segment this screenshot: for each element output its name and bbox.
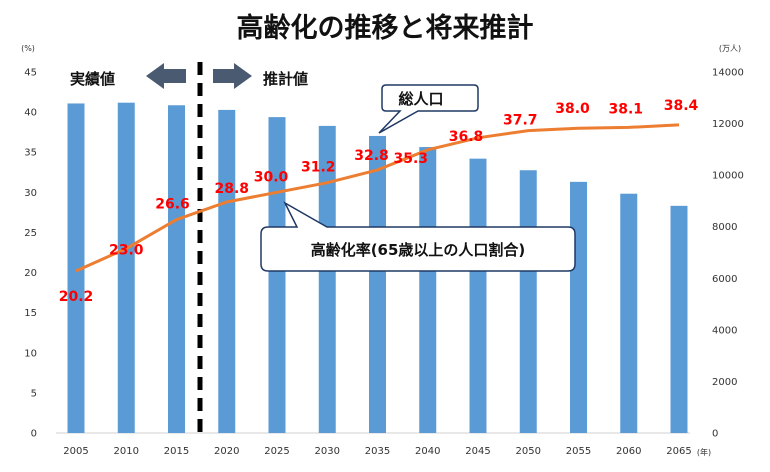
right-axis-tick-label: 0 — [712, 429, 718, 440]
arrow-right-icon — [213, 63, 252, 89]
population-bar — [67, 103, 85, 434]
right-axis-tick-label: 12000 — [712, 119, 744, 130]
population-bar — [519, 170, 537, 433]
right-axis-tick-label: 2000 — [712, 377, 737, 388]
population-bar — [218, 109, 236, 433]
right-axis: 0 2000 4000 6000 8000 10000 12000 14000 — [712, 68, 744, 440]
x-axis-tick-label: 2060 — [616, 446, 641, 457]
left-axis-tick-label: 20 — [24, 268, 37, 279]
left-axis-tick-label: 30 — [24, 188, 37, 199]
right-axis-tick-label: 4000 — [712, 325, 737, 336]
population-bar — [268, 117, 286, 433]
left-axis-tick-label: 15 — [24, 308, 37, 319]
left-axis-tick-label: 40 — [24, 108, 37, 119]
population-bar — [670, 205, 688, 433]
left-axis-tick-label: 10 — [24, 348, 37, 359]
aging-rate-data-label: 30.0 — [254, 169, 289, 185]
x-axis-tick-label: 2040 — [415, 446, 440, 457]
population-bar — [117, 102, 135, 433]
actual-phase-label: 実績値 — [70, 70, 115, 88]
aging-rate-data-label: 38.1 — [608, 101, 643, 117]
aging-rate-callout-text: 高齢化率(65歳以上の人口割合) — [311, 241, 526, 259]
population-bar — [469, 158, 487, 433]
left-axis: 0 5 10 15 20 25 30 35 40 45 — [24, 68, 37, 440]
right-axis-tick-label: 10000 — [712, 171, 744, 182]
population-bar — [620, 193, 638, 433]
right-axis-unit: (万人) — [719, 44, 741, 53]
x-axis-tick-label: 2025 — [264, 446, 289, 457]
x-axis-tick-label: 2055 — [566, 446, 591, 457]
population-bar — [168, 105, 185, 433]
aging-rate-data-label: 35.3 — [393, 151, 428, 167]
right-axis-tick-label: 14000 — [712, 68, 744, 79]
aging-rate-callout: 高齢化率(65歳以上の人口割合) — [260, 201, 576, 272]
aging-rate-data-label: 36.8 — [449, 129, 484, 145]
aging-rate-data-label: 37.7 — [503, 113, 538, 129]
x-axis-tick-label: 2010 — [114, 446, 139, 457]
x-axis-tick-label: 2035 — [365, 446, 390, 457]
aging-rate-labels: 20.2 23.0 26.6 28.8 30.0 31.2 32.8 35.3 36.8 37.7… — [59, 98, 699, 305]
population-bars — [67, 102, 688, 434]
arrow-left-icon — [146, 63, 186, 89]
aging-rate-data-label: 31.2 — [301, 160, 336, 176]
aging-rate-data-label: 26.6 — [155, 197, 190, 213]
x-axis-tick-label: 2050 — [516, 446, 541, 457]
x-axis-tick-label: 2045 — [465, 446, 490, 457]
aging-rate-data-label: 23.0 — [109, 242, 144, 258]
population-callout-box — [378, 84, 479, 134]
x-axis-tick-label: 2030 — [315, 446, 340, 457]
projection-phase-label: 推計値 — [263, 70, 308, 88]
population-bar — [570, 181, 587, 433]
aging-rate-callout-box — [260, 201, 576, 272]
aging-rate-data-label: 20.2 — [59, 289, 94, 305]
x-axis: 2005 2010 2015 2020 2025 2030 2035 2040 2045 2050… — [63, 446, 691, 457]
aging-rate-line — [75, 123, 680, 273]
left-axis-tick-label: 25 — [24, 228, 37, 239]
population-callout-text: 総人口 — [398, 90, 443, 108]
x-axis-tick-label: 2020 — [214, 446, 239, 457]
left-axis-unit: (%) — [21, 44, 35, 53]
left-axis-tick-label: 5 — [31, 388, 37, 399]
population-bar — [369, 135, 386, 433]
population-callout: 総人口 — [378, 84, 479, 134]
left-axis-tick-label: 0 — [31, 429, 37, 440]
x-axis-tick-label: 2015 — [164, 446, 189, 457]
aging-rate-data-label: 32.8 — [354, 148, 389, 164]
left-axis-tick-label: 35 — [24, 148, 37, 159]
x-axis-unit: (年) — [697, 447, 711, 457]
population-bar — [318, 125, 336, 433]
aging-rate-data-label: 38.4 — [664, 98, 699, 114]
chart-title: 高齢化の推移と将来推計 — [237, 12, 534, 44]
aging-rate-data-label: 28.8 — [214, 181, 249, 197]
x-axis-tick-label: 2065 — [666, 446, 691, 457]
population-bar — [419, 147, 437, 433]
x-axis-tick-label: 2005 — [63, 446, 88, 457]
right-axis-tick-label: 8000 — [712, 222, 737, 233]
left-axis-tick-label: 45 — [24, 68, 37, 79]
aging-rate-data-label: 38.0 — [555, 101, 590, 117]
right-axis-tick-label: 6000 — [712, 274, 737, 285]
